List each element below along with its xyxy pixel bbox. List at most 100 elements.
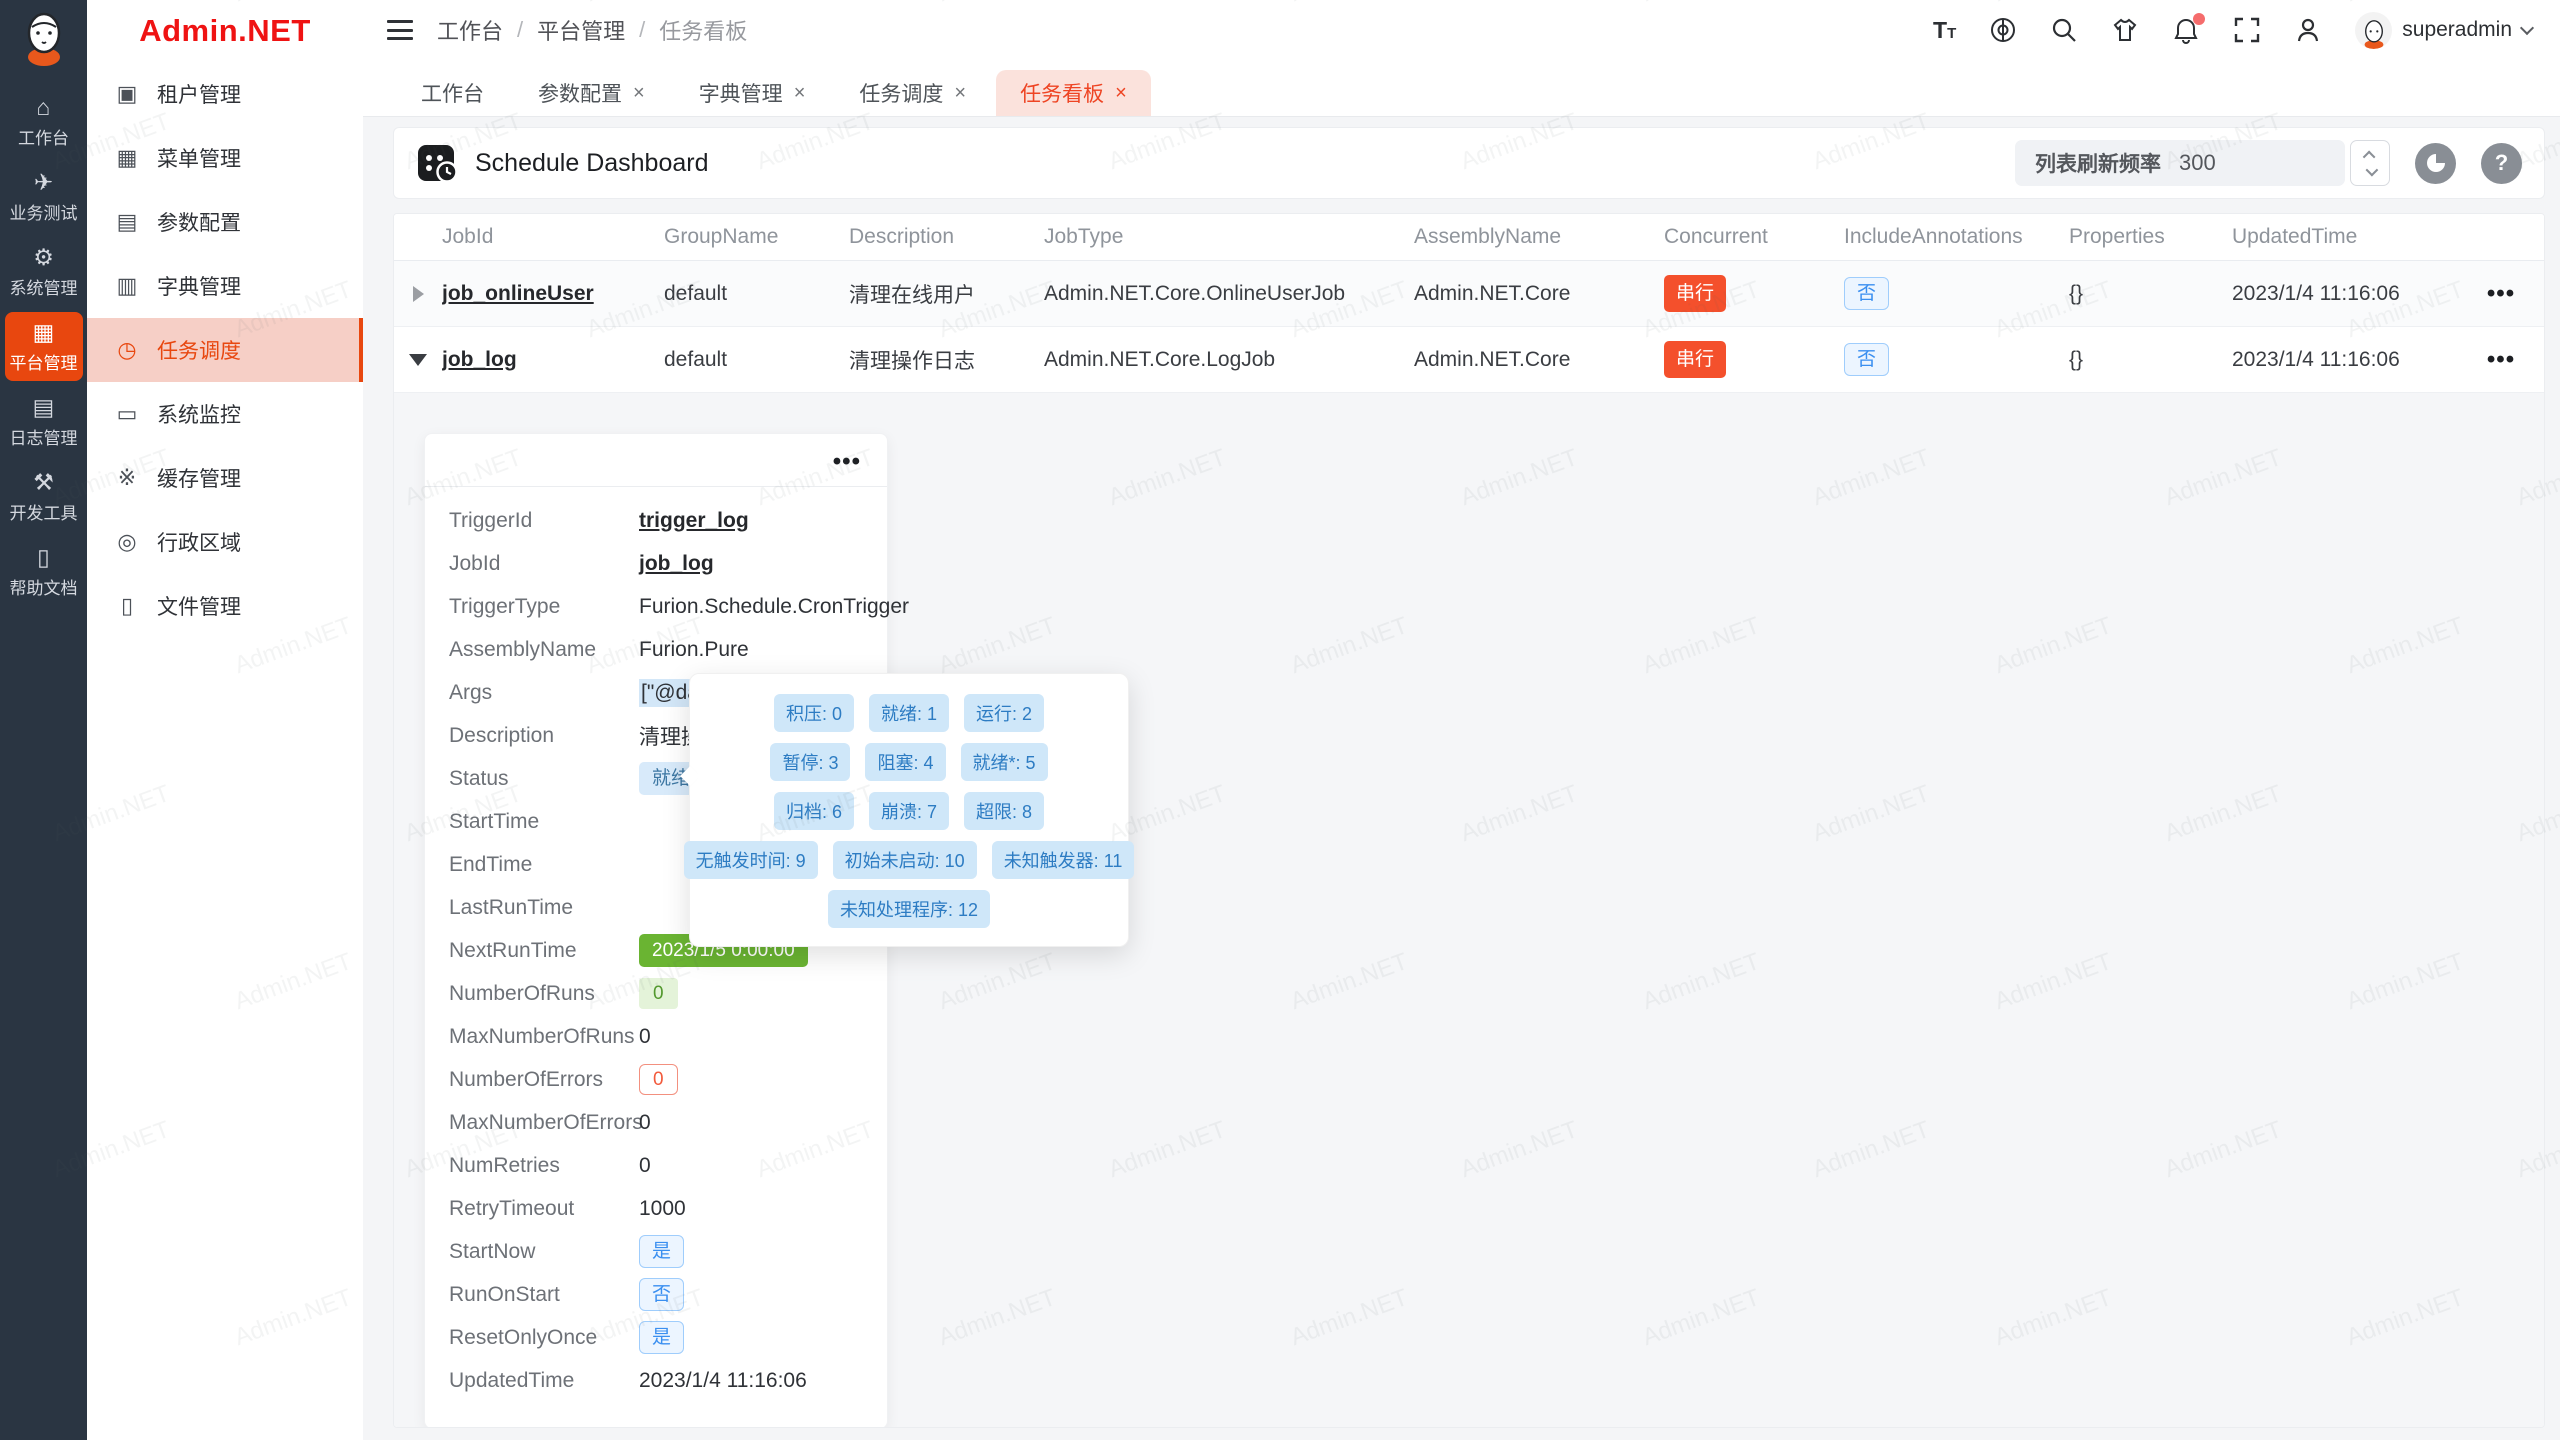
job-id-link[interactable]: job_log	[639, 551, 714, 575]
tools-icon: ⚒	[33, 469, 54, 495]
row-actions-button[interactable]: •••	[2486, 345, 2516, 373]
timer-pie-button[interactable]	[2415, 142, 2456, 184]
font-size-icon[interactable]: TT	[1933, 16, 1957, 43]
job-id-link[interactable]: job_log	[442, 347, 517, 371]
person-icon[interactable]	[2294, 16, 2322, 44]
collapse-menu-icon[interactable]	[387, 20, 413, 40]
sidebar-item-menu-mgmt[interactable]: ▦ 菜单管理	[87, 126, 363, 190]
rail-item-workbench[interactable]: ⌂ 工作台	[18, 94, 69, 148]
notebook-icon: ▯	[37, 544, 50, 570]
rail-item-log-mgmt[interactable]: ▤ 日志管理	[9, 394, 78, 448]
rail-item-platform-mgmt[interactable]: ▦ 平台管理	[4, 312, 83, 381]
tab-task-dashboard[interactable]: 任务看板 ×	[996, 70, 1151, 116]
tab-task-schedule[interactable]: 任务调度 ×	[859, 81, 967, 107]
status-legend-item: 就绪*: 5	[960, 743, 1048, 781]
table-row[interactable]: job_onlineUser default 清理在线用户 Admin.NET.…	[394, 261, 2544, 327]
status-legend-item: 阻塞: 4	[865, 743, 946, 781]
detail-row: TriggerType Furion.Schedule.CronTrigger	[449, 594, 910, 618]
detail-row: LastRunTime	[449, 895, 574, 919]
start-now-badge: 是	[639, 1234, 685, 1269]
row-actions-button[interactable]: •••	[2486, 279, 2516, 307]
col-updatedtime: UpdatedTime	[2232, 225, 2358, 248]
breadcrumb: 工作台 / 平台管理 / 任务看板	[437, 14, 747, 46]
username: superadmin	[2402, 18, 2512, 41]
close-icon[interactable]: ×	[633, 81, 645, 104]
sidebar-item-file-mgmt[interactable]: ▯ 文件管理	[87, 574, 363, 638]
refresh-frequency-input[interactable]: 列表刷新频率 300	[2015, 140, 2345, 186]
tab-dict-mgmt[interactable]: 字典管理 ×	[698, 81, 806, 107]
language-globe-icon[interactable]	[1989, 16, 2017, 44]
detail-row: NumberOfErrors 0	[449, 1058, 863, 1101]
fullscreen-icon[interactable]	[2233, 16, 2261, 44]
col-concurrent: Concurrent	[1664, 225, 1768, 248]
table-row[interactable]: job_log default 清理操作日志 Admin.NET.Core.Lo…	[394, 327, 2544, 393]
status-legend-item: 超限: 8	[964, 792, 1045, 830]
sidebar-item-admin-region[interactable]: ◎ 行政区域	[87, 510, 363, 574]
expand-row-icon[interactable]	[412, 285, 424, 302]
rail-item-dev-tools[interactable]: ⚒ 开发工具	[9, 469, 78, 523]
status-legend-item: 归档: 6	[773, 792, 854, 830]
sidebar-item-cache-mgmt[interactable]: ※ 缓存管理	[87, 446, 363, 510]
status-legend-item: 未知触发器: 11	[991, 841, 1135, 879]
rail-item-business-test[interactable]: ✈ 业务测试	[9, 169, 78, 223]
status-legend-item: 运行: 2	[964, 694, 1045, 732]
include-annotations-badge: 否	[1844, 342, 1890, 377]
schedule-calendar-icon	[418, 145, 458, 183]
gear-icon: ⚙	[33, 244, 54, 270]
tab-param-config[interactable]: 参数配置 ×	[538, 81, 645, 107]
close-icon[interactable]: ×	[954, 81, 967, 104]
close-icon[interactable]: ×	[793, 81, 806, 104]
detail-row: ResetOnlyOnce 是	[449, 1316, 863, 1359]
sidebar-item-system-monitor[interactable]: ▭ 系统监控	[87, 382, 363, 446]
rail-item-system-mgmt[interactable]: ⚙ 系统管理	[9, 244, 78, 298]
detail-row: RunOnStart 否	[449, 1273, 863, 1316]
status-legend-tooltip: 积压: 0 就绪: 1 运行: 2 暂停: 3 阻塞: 4 就绪*: 5 归档:…	[683, 673, 1135, 947]
job-id-link[interactable]: job_onlineUser	[442, 281, 594, 305]
copy-icon: ▤	[116, 209, 138, 234]
jobs-table: JobId GroupName Description JobType Asse…	[393, 213, 2545, 1428]
rail-item-help-docs[interactable]: ▯ 帮助文档	[9, 544, 78, 598]
main-area: 工作台 / 平台管理 / 任务看板 TT	[363, 0, 2560, 1440]
notification-bell-icon[interactable]	[2172, 13, 2206, 44]
detail-actions-button[interactable]: •••	[832, 448, 861, 475]
sidebar-item-dict-mgmt[interactable]: ▥ 字典管理	[87, 254, 363, 318]
tab-workbench[interactable]: 工作台	[421, 83, 484, 106]
stepper-up-icon[interactable]	[2362, 150, 2375, 163]
help-button[interactable]: ?	[2481, 142, 2522, 184]
include-annotations-badge: 否	[1844, 276, 1890, 311]
breadcrumb-item[interactable]: 工作台	[437, 19, 504, 44]
col-includeannotations: IncludeAnnotations	[1844, 225, 2023, 248]
brand-title: Admin.NET	[139, 13, 311, 48]
home-icon: ⌂	[36, 94, 51, 120]
detail-row: RetryTimeout 1000	[449, 1196, 686, 1220]
tab-bar: 工作台 参数配置 × 字典管理 × 任务调度 × 任务看板 ×	[363, 60, 2560, 117]
sidebar-item-param-config[interactable]: ▤ 参数配置	[87, 190, 363, 254]
avatar	[2355, 11, 2393, 49]
status-legend-item: 就绪: 1	[868, 694, 949, 732]
documents-icon: ▤	[32, 394, 55, 420]
search-icon[interactable]	[2050, 16, 2078, 44]
location-pin-icon: ◎	[117, 529, 137, 554]
number-stepper[interactable]	[2350, 140, 2390, 186]
status-legend-item: 未知处理程序: 12	[827, 890, 991, 928]
col-properties: Properties	[2069, 225, 2165, 248]
stepper-down-icon[interactable]	[2365, 163, 2378, 176]
sidebar-item-tenant-mgmt[interactable]: ▣ 租户管理	[87, 62, 363, 126]
col-jobid: JobId	[442, 225, 494, 248]
grid-icon: ▦	[32, 319, 55, 345]
app-logo[interactable]	[14, 6, 74, 70]
user-menu[interactable]: superadmin	[2355, 11, 2535, 49]
sidebar-item-task-schedule[interactable]: ◷ 任务调度	[87, 318, 363, 382]
sidebar-menu: Admin.NET ▣ 租户管理 ▦ 菜单管理 ▤ 参数配置 ▥ 字典管理 ◷ …	[87, 0, 363, 1440]
send-icon: ✈	[33, 169, 54, 195]
trigger-detail-card: ••• TriggerId trigger_log JobId job_log Tr…	[424, 433, 910, 1427]
col-groupname: GroupName	[664, 225, 779, 248]
close-icon[interactable]: ×	[1115, 81, 1127, 104]
breadcrumb-item-current: 任务看板	[659, 19, 748, 44]
collapse-row-icon[interactable]	[409, 353, 427, 366]
trigger-id-link[interactable]: trigger_log	[639, 508, 749, 532]
theme-shirt-icon[interactable]	[2111, 16, 2139, 44]
breadcrumb-item[interactable]: 平台管理	[537, 19, 626, 44]
refresh-frequency-value: 300	[2179, 150, 2216, 175]
detail-row: EndTime	[449, 852, 533, 876]
